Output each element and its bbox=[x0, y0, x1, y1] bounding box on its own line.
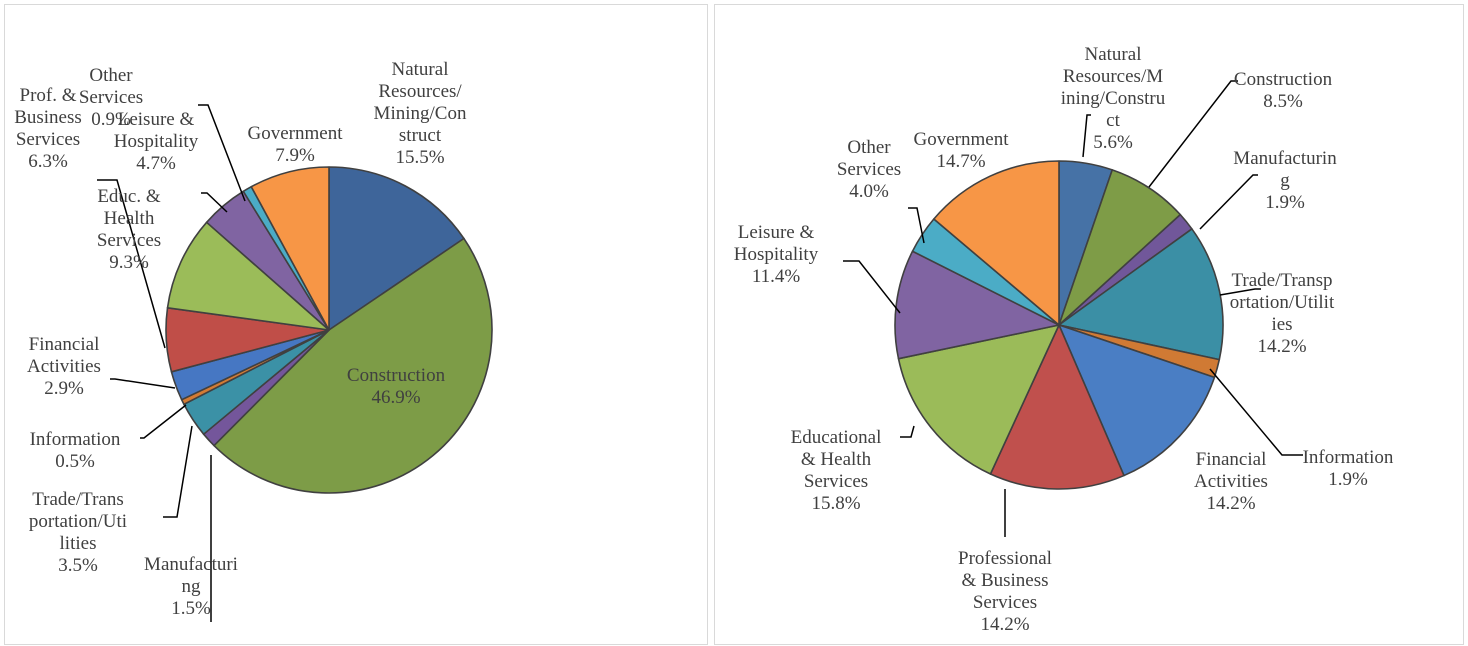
leader-line-7 bbox=[97, 179, 166, 349]
leader-lines bbox=[97, 104, 246, 622]
pie-slice-6 bbox=[1058, 324, 1216, 477]
pie-slice-4 bbox=[1058, 228, 1224, 361]
pie-slice-1 bbox=[328, 166, 465, 331]
leader-line-3 bbox=[1199, 174, 1258, 230]
leader-line-2 bbox=[1148, 80, 1238, 188]
data-label-9: Leisure & Hospitality 4.7% bbox=[114, 109, 199, 174]
data-label-2: Construction 8.5% bbox=[1234, 69, 1333, 112]
pie-slice-8 bbox=[166, 221, 330, 331]
data-label-7: Professional & Business Services 14.2% bbox=[958, 548, 1052, 635]
leader-line-9 bbox=[201, 192, 228, 213]
data-label-4: Trade/Transp ortation/Utilit ies 14.2% bbox=[1230, 270, 1335, 357]
data-labels: Natural Resources/Mining/Con struct 15.5% Co… bbox=[14, 59, 467, 619]
pie-slice-11 bbox=[250, 166, 330, 331]
leader-line-10 bbox=[908, 207, 925, 244]
pie-chart-right: Natural Resources/M ining/Constru ct 5.6% Con… bbox=[734, 44, 1394, 635]
leader-line-4 bbox=[163, 425, 193, 518]
pie-slice-8 bbox=[897, 324, 1060, 475]
pie-chart-left: Natural Resources/Mining/Con struct 15.5% Co… bbox=[14, 59, 493, 622]
data-label-1: Natural Resources/M ining/Constru ct 5.6% bbox=[1061, 44, 1166, 153]
data-label-6: Financial Activities 14.2% bbox=[1194, 449, 1268, 514]
data-label-2: Construction 46.9% bbox=[347, 365, 446, 408]
chart-panel-left: Natural Resources/Mining/Con struct 15.5% Co… bbox=[4, 4, 708, 645]
pie-slice-7 bbox=[989, 324, 1125, 490]
data-label-10: Other Services 4.0% bbox=[837, 137, 901, 202]
data-label-7: Prof. & Business Services 6.3% bbox=[14, 85, 82, 172]
leader-line-5 bbox=[140, 404, 187, 439]
data-label-6: Financial Activities 2.9% bbox=[27, 334, 101, 399]
data-label-5: Information 0.5% bbox=[30, 429, 121, 472]
leader-line-10 bbox=[198, 104, 246, 202]
leader-line-5 bbox=[1209, 368, 1303, 456]
data-label-3: Manufacturin g 1.9% bbox=[1233, 148, 1337, 213]
data-label-11: Government 7.9% bbox=[248, 123, 344, 166]
leader-line-6 bbox=[110, 378, 176, 389]
leader-line-4 bbox=[1219, 288, 1261, 296]
leader-line-8 bbox=[900, 425, 915, 438]
pie-slices bbox=[165, 166, 493, 494]
data-labels: Natural Resources/M ining/Constru ct 5.6% Con… bbox=[734, 44, 1394, 635]
data-label-3: Manufacturi ng 1.5% bbox=[144, 554, 238, 619]
pie-slices bbox=[894, 160, 1224, 490]
pie-slice-11 bbox=[933, 160, 1060, 326]
data-label-8: Educ. & Health Services 9.3% bbox=[97, 186, 161, 273]
data-label-1: Natural Resources/Mining/Con struct 15.5% bbox=[374, 59, 467, 168]
data-label-8: Educational & Health Services 15.8% bbox=[791, 427, 882, 514]
data-label-11: Government 14.7% bbox=[914, 129, 1010, 172]
leader-line-9 bbox=[843, 260, 901, 314]
pie-slice-9 bbox=[894, 250, 1060, 360]
pie-slice-2 bbox=[213, 237, 493, 494]
chart-panel-right: Natural Resources/M ining/Constru ct 5.6% Con… bbox=[714, 4, 1464, 645]
data-label-5: Information 1.9% bbox=[1303, 447, 1394, 490]
data-label-9: Leisure & Hospitality 11.4% bbox=[734, 222, 819, 287]
leader-lines bbox=[843, 80, 1303, 537]
leader-line-1 bbox=[1082, 114, 1091, 158]
data-label-10: Other Services 0.9% bbox=[79, 65, 143, 130]
data-label-4: Trade/Trans portation/Uti lities 3.5% bbox=[29, 489, 127, 576]
